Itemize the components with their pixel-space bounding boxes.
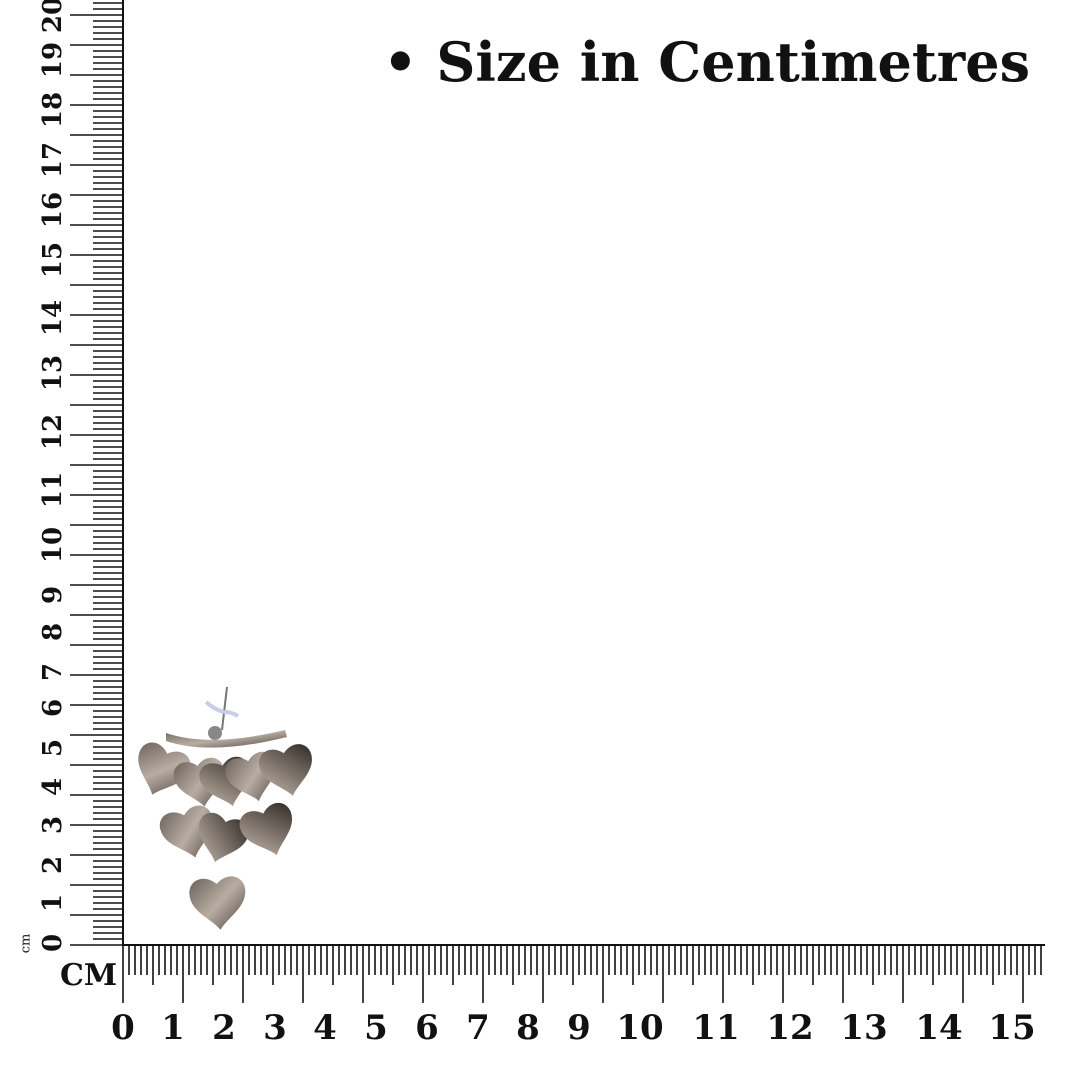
- earring-post: [204, 686, 240, 740]
- size-caption: • Size in Centimetres: [383, 30, 1030, 94]
- horizontal-ruler-label: 9: [567, 1008, 591, 1048]
- horizontal-ruler-label: 5: [364, 1008, 388, 1048]
- horizontal-ruler-label: 12: [766, 1008, 814, 1048]
- horizontal-ruler-label: 1: [161, 1008, 185, 1048]
- earring-hearts: [127, 738, 319, 933]
- horizontal-ruler-label: 11: [692, 1008, 740, 1048]
- horizontal-ruler-label: 15: [988, 1008, 1036, 1048]
- horizontal-ruler-label: 14: [915, 1008, 963, 1048]
- horizontal-ruler-label: 10: [616, 1008, 664, 1048]
- horizontal-ruler-label: 8: [516, 1008, 540, 1048]
- earring-bar: [166, 730, 287, 748]
- horizontal-ruler-label: 2: [212, 1008, 236, 1048]
- unit-label-big: CM: [60, 958, 118, 993]
- horizontal-ruler-label: 6: [415, 1008, 439, 1048]
- horizontal-ruler-label: 13: [840, 1008, 888, 1048]
- horizontal-ruler-label: 0: [111, 1008, 135, 1048]
- horizontal-ruler-label: 7: [466, 1008, 490, 1048]
- horizontal-ruler-label: 3: [263, 1008, 287, 1048]
- horizontal-ruler-label: 4: [313, 1008, 337, 1048]
